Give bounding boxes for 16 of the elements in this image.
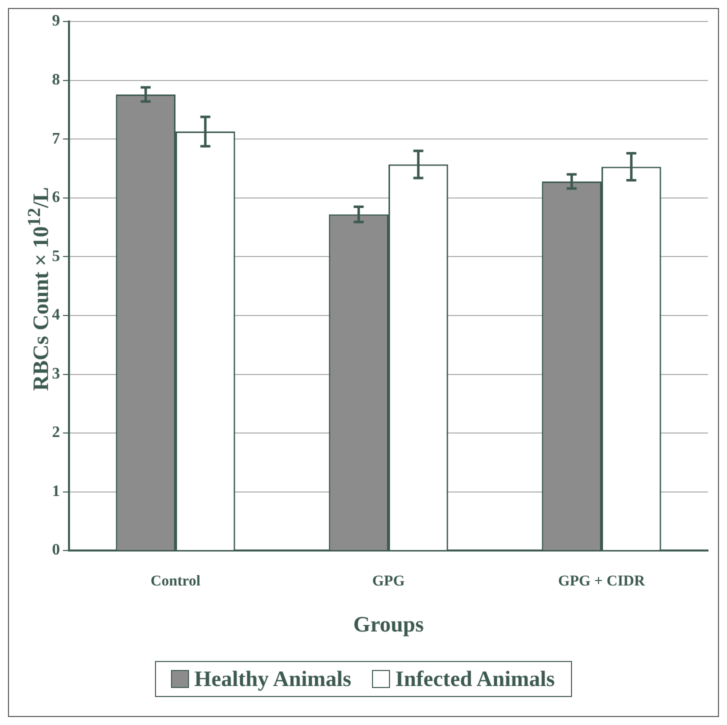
y-tick-label: 8 bbox=[52, 72, 60, 89]
y-tick-label: 2 bbox=[52, 424, 60, 442]
x-axis-title: Groups bbox=[353, 611, 424, 636]
y-tick-label: 6 bbox=[52, 189, 60, 206]
y-tick-label: 5 bbox=[52, 248, 60, 265]
y-tick-label: 9 bbox=[52, 12, 60, 30]
y-tick-label: 7 bbox=[52, 130, 60, 148]
legend-label: Healthy Animals bbox=[194, 666, 352, 692]
y-tick-label: 4 bbox=[52, 306, 60, 324]
y-tick-label: 1 bbox=[52, 482, 60, 500]
x-tick-label: GPG + CIDR bbox=[558, 573, 646, 590]
y-tick-label: 0 bbox=[52, 542, 60, 559]
y-tick-label: 3 bbox=[52, 365, 60, 382]
legend-label: Infected Animals bbox=[395, 666, 555, 692]
x-tick-label: GPG bbox=[372, 573, 406, 590]
x-tick-label: Control bbox=[150, 573, 200, 590]
